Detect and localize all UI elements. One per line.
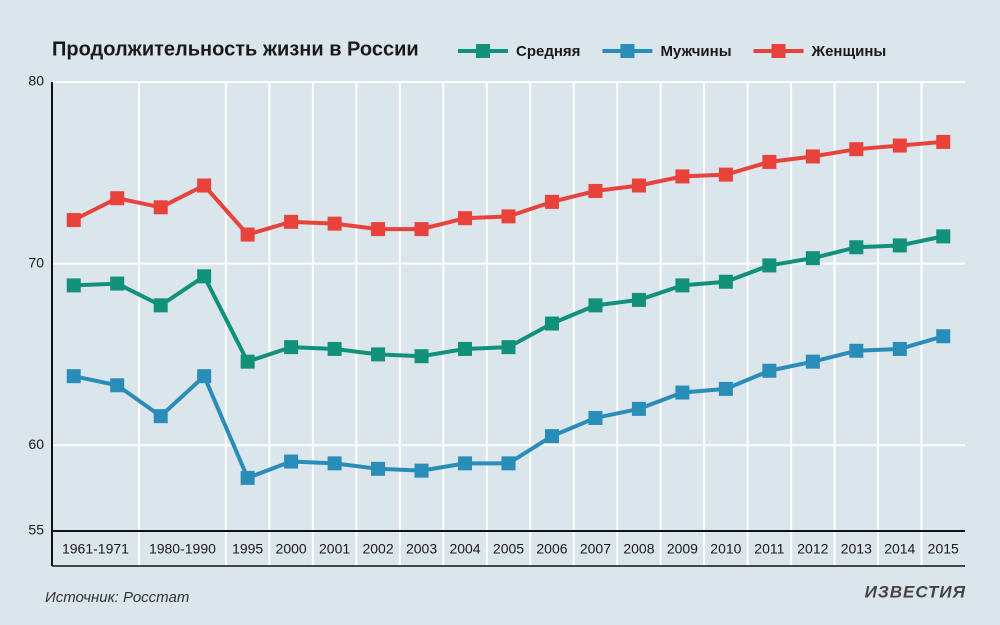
point [544, 429, 559, 444]
point [544, 316, 559, 331]
point [936, 329, 951, 344]
point [936, 229, 951, 244]
point [762, 363, 777, 378]
point [66, 369, 81, 384]
point [501, 209, 516, 224]
point [805, 354, 820, 369]
x-tick-label: 2001 [319, 541, 350, 557]
legend-marker [620, 44, 635, 58]
y-tick-label: 55 [28, 522, 44, 538]
point [240, 354, 255, 369]
point [110, 378, 125, 393]
point [675, 278, 690, 293]
point [501, 340, 516, 355]
point [718, 167, 733, 182]
point [110, 276, 125, 291]
x-tick-label: 2015 [928, 541, 959, 557]
point [675, 169, 690, 184]
point [240, 470, 255, 485]
point [675, 385, 690, 400]
x-tick-label: 2011 [754, 541, 784, 557]
x-tick-label: 1995 [232, 541, 263, 557]
point [936, 134, 951, 149]
point [414, 463, 429, 478]
y-tick-label: 70 [28, 254, 44, 270]
x-tick-label: 2007 [580, 541, 611, 557]
point [284, 454, 299, 469]
point [66, 278, 81, 293]
point [544, 194, 559, 209]
point [718, 274, 733, 289]
point [327, 456, 342, 471]
point [892, 341, 907, 356]
x-tick-label: 2000 [276, 541, 307, 557]
point [153, 298, 168, 313]
x-tick-label: 1980-1990 [149, 541, 216, 557]
point [371, 347, 386, 362]
legend-label: Средняя [516, 43, 580, 60]
point [631, 401, 646, 416]
x-tick-label: 2008 [623, 541, 654, 557]
point [197, 369, 212, 384]
point [849, 343, 864, 358]
x-tick-label: 2002 [362, 541, 393, 557]
x-tick-label: 2013 [841, 541, 872, 557]
x-tick-label: 2006 [536, 541, 567, 557]
point [588, 410, 603, 425]
x-tick-label: 1961-1971 [62, 541, 129, 557]
point [197, 269, 212, 284]
point [153, 200, 168, 215]
point [631, 292, 646, 307]
point [588, 298, 603, 313]
point [327, 341, 342, 356]
point [284, 340, 299, 355]
point [805, 251, 820, 266]
point [458, 341, 473, 356]
logo: ИЗВЕСТИЯ [865, 582, 966, 601]
chart-title: Продолжительность жизни в России [52, 38, 419, 60]
legend-label: Женщины [811, 43, 887, 60]
point [66, 213, 81, 228]
x-tick-label: 2003 [406, 541, 437, 557]
point [718, 381, 733, 396]
point [892, 238, 907, 253]
legend-marker [476, 44, 490, 58]
point [762, 154, 777, 169]
x-tick-label: 2004 [449, 541, 480, 557]
point [849, 142, 864, 157]
source: Источник: Росстат [45, 589, 189, 606]
point [240, 227, 255, 242]
point [892, 138, 907, 153]
x-tick-label: 2009 [667, 541, 698, 557]
point [849, 240, 864, 255]
point [458, 456, 473, 471]
point [458, 211, 473, 226]
y-tick-label: 80 [28, 73, 44, 89]
point [501, 456, 516, 471]
y-tick-label: 60 [28, 436, 44, 452]
x-tick-label: 2012 [797, 541, 828, 557]
point [631, 178, 646, 193]
point [371, 222, 386, 237]
point [805, 149, 820, 164]
x-tick-label: 2014 [884, 541, 915, 557]
point [110, 191, 125, 206]
point [197, 178, 212, 193]
x-tick-label: 2005 [493, 541, 524, 557]
point [284, 214, 299, 229]
legend-label: Мужчины [660, 43, 731, 60]
point [588, 183, 603, 198]
point [762, 258, 777, 273]
point [414, 349, 429, 364]
point [327, 216, 342, 231]
point [371, 461, 386, 476]
point [414, 222, 429, 237]
legend-marker [771, 44, 786, 58]
x-tick-label: 2010 [710, 541, 741, 557]
point [153, 409, 168, 424]
